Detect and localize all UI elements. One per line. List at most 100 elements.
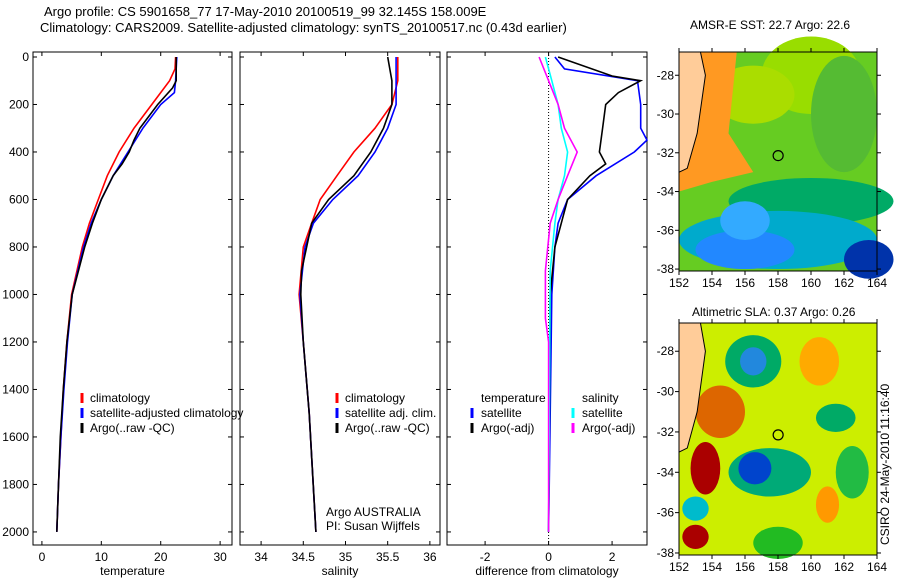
y-tick-label: 0 [22,50,29,64]
x-tick-label: 160 [801,276,821,290]
x-tick-label: 35 [339,550,353,564]
map-field-blob [720,201,770,240]
legend-label: Argo(..raw -QC) [90,421,175,435]
series-line-temperature-argo-adj- [547,56,644,532]
series-line-temperature-satellite [547,56,648,532]
map-field-blob [799,337,840,386]
title-line-1: Argo profile: CS 5901658_77 17-May-2010 … [44,4,487,19]
legend-label: satellite-adjusted climatology [90,406,243,420]
legend-label: satellite adj. clim. [345,406,436,420]
x-axis-label: difference from climatology [475,564,618,578]
x-tick-label: 152 [669,560,689,574]
x-tick-label: 34 [254,550,268,564]
argo-float-marker [772,149,784,162]
y-tick-label: -34 [657,465,675,479]
x-tick-label: 2 [609,550,616,564]
panel-frame [239,51,441,546]
map-field-blob [835,446,869,499]
legend-label: satellite [481,406,522,420]
legend-label: satellite [582,406,623,420]
y-tick-label: -32 [657,146,675,160]
y-tick-label: -34 [657,185,675,199]
y-tick-label: -38 [657,546,675,560]
x-tick-label: 158 [768,276,788,290]
y-tick-label: -28 [657,344,675,358]
x-tick-label: 156 [735,560,755,574]
legend-title: temperature [481,391,546,405]
y-tick-label: -30 [657,385,675,399]
x-tick-label: 0 [39,550,46,564]
map-field-blob [815,403,856,432]
sst-map-title: AMSR-E SST: 22.7 Argo: 22.6 [690,18,851,32]
map-field-blob [815,486,840,523]
x-tick-label: 152 [669,276,689,290]
panel-frame [446,51,648,546]
x-tick-label: 35.5 [376,550,400,564]
x-tick-label: 164 [867,560,887,574]
argo-float-marker [772,429,784,441]
x-tick-label: 162 [834,276,854,290]
map-field-blob [695,385,745,438]
y-tick-label: -36 [657,223,675,237]
y-tick-label: -32 [657,425,675,439]
map-field-blob [682,524,709,549]
map-field-blob [682,496,709,521]
x-tick-label: -2 [480,550,491,564]
x-tick-label: 36 [423,550,437,564]
annotation-text: PI: Susan Wijffels [326,519,420,533]
y-tick-label: 1600 [2,430,29,444]
x-tick-label: 0 [545,550,552,564]
y-tick-label: 600 [9,192,29,206]
series-line-satellite-adj-clim- [299,57,397,532]
y-tick-label: 1200 [2,335,29,349]
legend-label: Argo(..raw -QC) [345,421,430,435]
x-tick-label: 162 [834,560,854,574]
map-field-blob [738,452,772,485]
map-field-blob [753,526,803,560]
x-tick-label: 34.5 [292,550,316,564]
x-tick-label: 160 [801,560,821,574]
series-line-climatology [56,56,177,532]
annotation-text: Argo AUSTRALIA [326,505,421,519]
y-tick-label: 400 [9,145,29,159]
map-field-blob [811,55,877,173]
legend-label: climatology [345,391,405,405]
series-line-argo-raw-qc- [56,57,177,532]
x-tick-label: 158 [768,560,788,574]
sla-map-title: Altimetric SLA: 0.37 Argo: 0.26 [692,305,856,319]
x-tick-label: 10 [95,550,109,564]
legend-label: Argo(-adj) [582,421,635,435]
y-tick-label: 2000 [2,525,29,539]
series-line-satellite-adjusted-climatology [56,56,178,532]
y-tick-label: -36 [657,506,675,520]
title-line-2: Climatology: CARS2009. Satellite-adjuste… [40,20,567,35]
y-tick-label: -30 [657,107,675,121]
legend-title: salinity [582,391,619,405]
series-line-argo-raw-qc- [299,56,393,532]
y-tick-label: 1400 [2,382,29,396]
x-tick-label: 164 [867,276,887,290]
x-tick-label: 20 [154,550,168,564]
map-field-blob [695,230,795,270]
x-axis-label: salinity [322,564,359,578]
x-axis-label: temperature [100,564,165,578]
y-tick-label: 1800 [2,477,29,491]
series-line-salinity-satellite [544,56,569,532]
legend-label: Argo(-adj) [481,421,534,435]
map-field-blob [740,347,767,376]
y-tick-label: 800 [9,240,29,254]
x-tick-label: 30 [213,550,227,564]
legend-label: climatology [90,391,150,405]
y-tick-label: 200 [9,97,29,111]
y-tick-label: -28 [657,68,675,82]
map-field-blob [844,239,894,279]
x-tick-label: 154 [702,276,722,290]
panel-frame [32,51,233,546]
series-line-salinity-argo-adj- [538,56,579,532]
y-tick-label: 1000 [2,287,29,301]
map-field-blob [690,442,721,495]
x-tick-label: 154 [702,560,722,574]
x-tick-label: 156 [735,276,755,290]
